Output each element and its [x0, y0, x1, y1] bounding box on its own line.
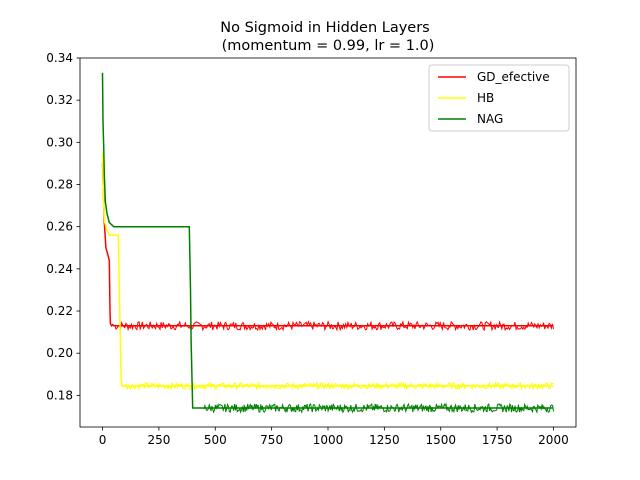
- legend-label-hb: HB: [477, 91, 494, 105]
- series-line-gd-efective: [101, 163, 554, 328]
- y-tick-label: 0.28: [46, 178, 73, 192]
- x-tick-label: 2000: [538, 433, 569, 447]
- title-line-2: (momentum = 0.99, lr = 1.0): [222, 38, 435, 54]
- x-tick-label: 1500: [425, 433, 456, 447]
- series-line-nag: [101, 72, 554, 409]
- chart-title: No Sigmoid in Hidden Layers (momentum = …: [220, 20, 434, 54]
- legend-box: [428, 64, 570, 132]
- x-tick-label: 500: [204, 433, 227, 447]
- x-tick-label: 0: [99, 433, 107, 447]
- series-noise-hb: [124, 380, 554, 391]
- x-axis-ticks: 0 250 500 750 1000 1250 1500 1750 2000: [99, 427, 569, 447]
- y-tick-label: 0.34: [46, 51, 73, 65]
- series-hb: [101, 152, 554, 391]
- title-line-1: No Sigmoid in Hidden Layers: [220, 20, 429, 36]
- x-tick-label: 250: [147, 433, 170, 447]
- y-tick-label: 0.30: [46, 135, 73, 149]
- y-tick-label: 0.32: [46, 93, 73, 107]
- x-tick-label: 1750: [482, 433, 513, 447]
- series-noise-nag: [203, 402, 554, 415]
- y-tick-label: 0.26: [46, 220, 73, 234]
- series-nag: [101, 72, 554, 415]
- y-tick-label: 0.24: [46, 262, 73, 276]
- x-tick-label: 1250: [369, 433, 400, 447]
- x-tick-label: 750: [260, 433, 283, 447]
- y-tick-label: 0.22: [46, 304, 73, 318]
- y-tick-label: 0.20: [46, 346, 73, 360]
- legend-label-nag: NAG: [477, 112, 503, 126]
- plot-lines: [101, 72, 554, 415]
- legend: GD_efective HB NAG: [428, 64, 570, 132]
- series-gd-efective: [101, 163, 554, 332]
- series-line-hb: [101, 152, 554, 387]
- series-noise-gd-efective: [113, 319, 554, 332]
- y-tick-label: 0.18: [46, 388, 73, 402]
- x-tick-label: 1000: [313, 433, 344, 447]
- legend-label-gd-efective: GD_efective: [477, 70, 550, 84]
- y-axis-ticks: 0.18 0.20 0.22 0.24 0.26 0.28 0.30 0.32 0.34: [46, 51, 80, 402]
